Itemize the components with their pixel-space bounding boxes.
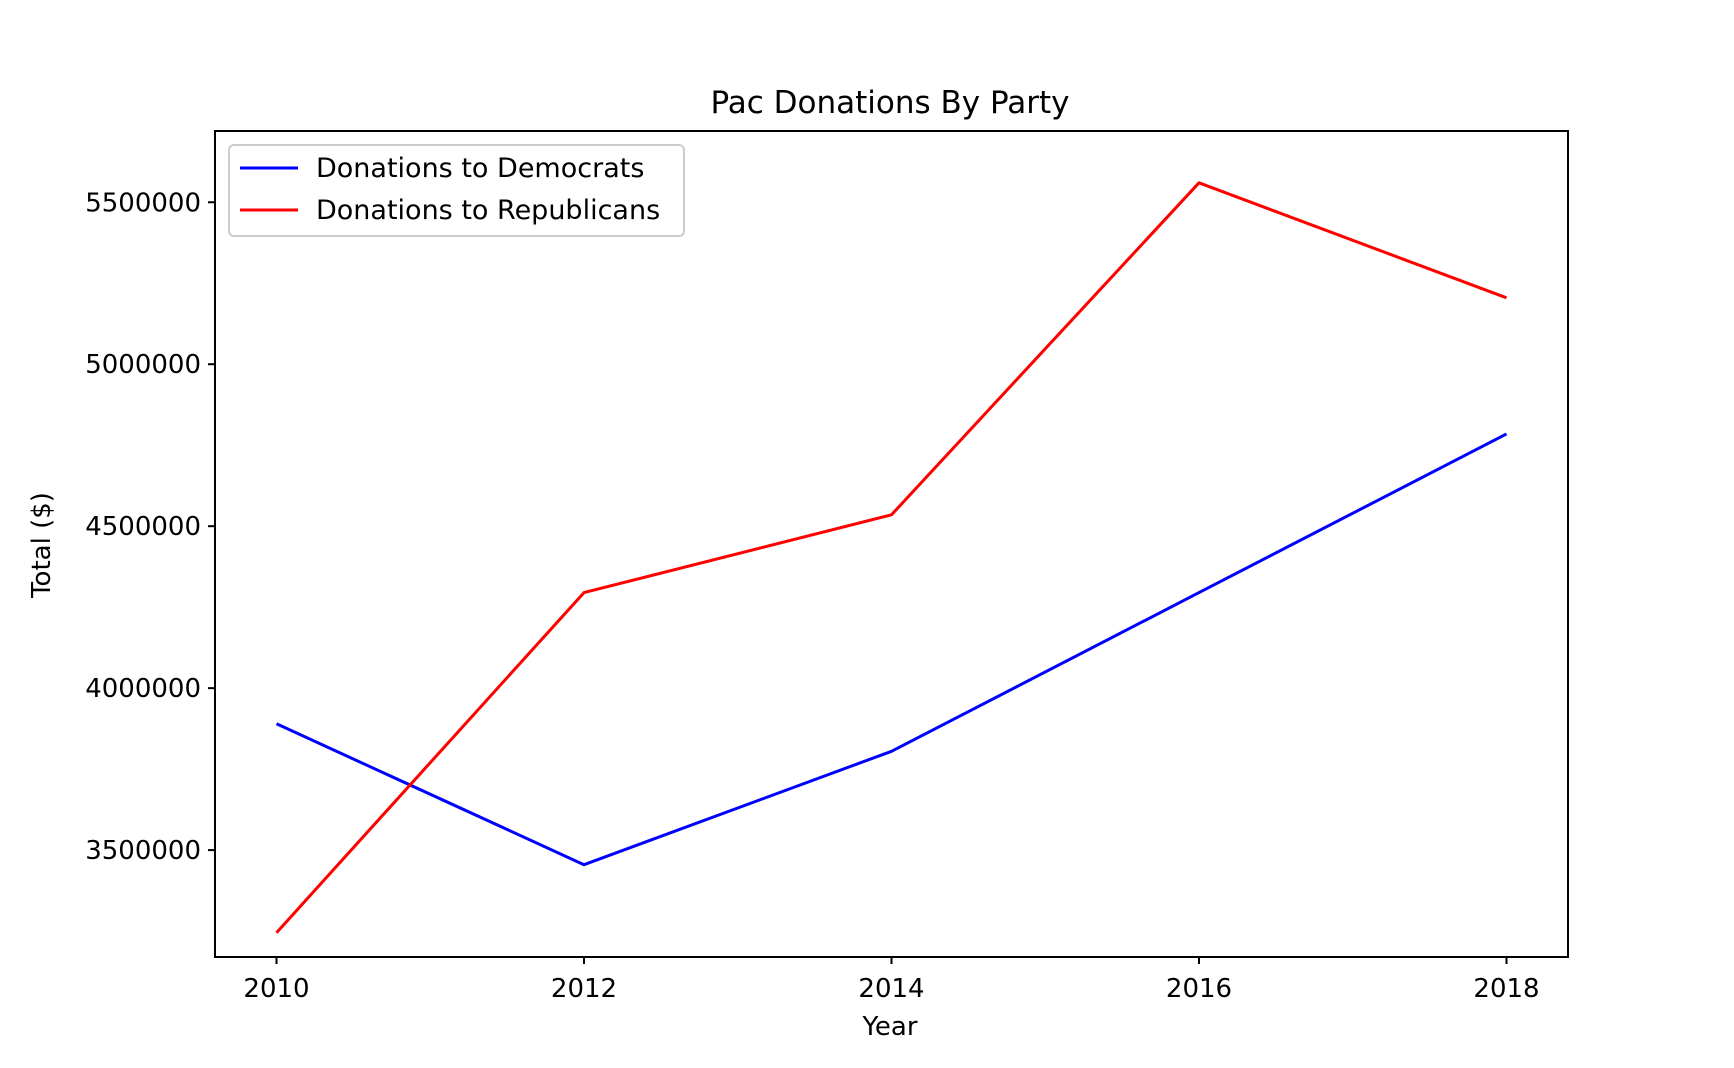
x-axis: 2010 2012 2014 2016 2018 <box>243 957 1540 1004</box>
y-tick-label: 3500000 <box>85 836 201 866</box>
x-tick-label: 2010 <box>243 974 309 1004</box>
y-tick-label: 5500000 <box>85 188 201 218</box>
x-tick-label: 2012 <box>551 974 617 1004</box>
series-layer <box>275 181 1508 934</box>
legend-box <box>228 144 685 237</box>
chart-title: Pac Donations By Party <box>710 85 1069 121</box>
y-axis: 3500000 4000000 4500000 5000000 5500000 <box>85 188 215 866</box>
series-line-democrats <box>275 432 1508 867</box>
legend: Donations to Democrats Donations to Repu… <box>228 144 685 237</box>
x-tick-label: 2018 <box>1473 974 1539 1004</box>
series-line-republicans <box>275 181 1508 934</box>
y-axis-label: Total ($) <box>27 492 57 599</box>
y-tick-label: 4500000 <box>85 512 201 542</box>
x-tick-label: 2014 <box>858 974 924 1004</box>
legend-label-democrats: Donations to Democrats <box>316 153 644 184</box>
y-tick-label: 4000000 <box>85 674 201 704</box>
x-tick-label: 2016 <box>1166 974 1232 1004</box>
legend-label-republicans: Donations to Republicans <box>316 195 660 226</box>
x-axis-label: Year <box>861 1012 917 1042</box>
y-tick-label: 5000000 <box>85 350 201 380</box>
